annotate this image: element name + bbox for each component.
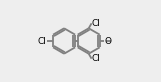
- Text: Cl: Cl: [92, 54, 101, 63]
- Text: Cl: Cl: [92, 19, 101, 28]
- Text: Cl: Cl: [38, 36, 47, 46]
- Text: O: O: [105, 36, 112, 46]
